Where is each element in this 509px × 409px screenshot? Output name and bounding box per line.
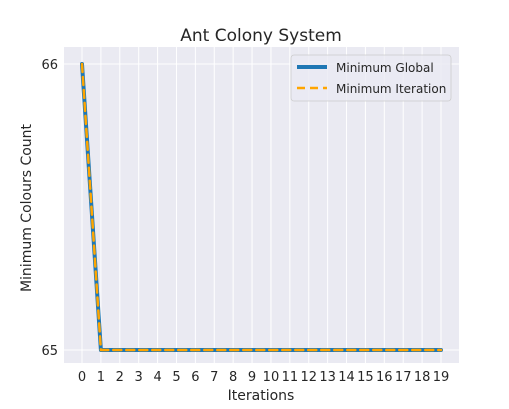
x-tick-label: 14 xyxy=(338,370,355,385)
x-tick-label: 12 xyxy=(300,370,317,385)
series-lines xyxy=(80,62,443,352)
x-tick-label: 8 xyxy=(229,370,237,385)
x-tick-label: 10 xyxy=(263,370,280,385)
x-axis-label: Iterations xyxy=(228,388,295,404)
x-tick-label: 6 xyxy=(191,370,199,385)
x-tick-labels: 0 1 2 3 4 5 6 7 8 9 10 11 12 13 14 15 16 17 18 19 xyxy=(78,370,449,385)
y-tick-label: 65 xyxy=(41,344,58,359)
x-tick-label: 7 xyxy=(210,370,218,385)
x-tick-label: 3 xyxy=(135,370,143,385)
chart-title: Ant Colony System xyxy=(180,26,342,46)
legend-label-minimum-iteration: Minimum Iteration xyxy=(336,82,446,96)
x-tick-label: 16 xyxy=(376,370,393,385)
x-tick-label: 18 xyxy=(414,370,431,385)
x-tick-label: 15 xyxy=(357,370,374,385)
x-tick-label: 11 xyxy=(282,370,299,385)
y-tick-label: 66 xyxy=(41,58,58,73)
y-axis-label: Minimum Colours Count xyxy=(19,123,35,292)
legend-box xyxy=(290,54,452,102)
legend: Minimum Global Minimum Iteration xyxy=(290,54,452,102)
grid-lines xyxy=(64,47,459,363)
x-tick-label: 2 xyxy=(116,370,124,385)
x-tick-label: 4 xyxy=(153,370,161,385)
series-line-minimum-iteration xyxy=(80,62,443,352)
x-tick-label: 5 xyxy=(172,370,180,385)
x-tick-label: 1 xyxy=(97,370,105,385)
x-tick-label: 0 xyxy=(78,370,86,385)
y-tick-labels: 65 66 xyxy=(41,58,58,359)
x-tick-label: 13 xyxy=(319,370,336,385)
x-tick-label: 9 xyxy=(248,370,256,385)
x-tick-label: 17 xyxy=(395,370,412,385)
x-tick-label: 19 xyxy=(433,370,450,385)
legend-label-minimum-global: Minimum Global xyxy=(336,61,434,75)
